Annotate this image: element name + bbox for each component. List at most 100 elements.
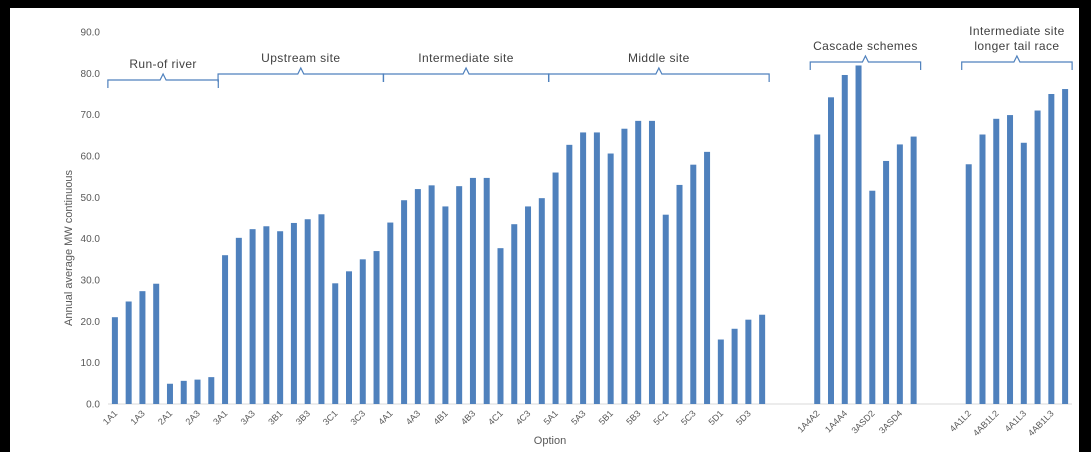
bar-3A1: [222, 255, 229, 404]
bar-3C2: [346, 271, 352, 404]
bar-4A1L2: [965, 164, 972, 404]
x-tick-label: 4A1: [376, 408, 394, 426]
bar-5B1: [607, 153, 614, 404]
bar-5A4: [593, 132, 600, 404]
bar-4A3: [414, 189, 421, 404]
bar-3B3: [304, 219, 311, 404]
y-axis-title: Annual average MW continuous: [63, 170, 75, 326]
y-tick-label: 90.0: [81, 28, 101, 39]
bar-3A3: [249, 229, 256, 404]
x-tick-label: 2A3: [184, 408, 202, 426]
bar-3C4: [373, 251, 380, 404]
x-tick-label: 5D1: [706, 408, 725, 427]
x-tick-label: 1A1: [101, 408, 119, 426]
group-bracket: [547, 66, 770, 82]
x-tick-label: 5A3: [569, 408, 587, 426]
bar-4C1: [497, 248, 504, 404]
bar-4A1L3: [979, 134, 986, 404]
x-tick-label: 4C3: [514, 408, 533, 427]
bar-1A4A4: [841, 74, 848, 405]
x-tick-label: 3A3: [239, 408, 257, 426]
bar-3ASD4: [910, 136, 917, 404]
bar-1A4: [153, 283, 160, 404]
bar-5B3: [635, 120, 642, 405]
x-tick-label: 4C1: [486, 408, 505, 427]
group-label: Intermediate site: [418, 51, 514, 65]
x-tick-label: 2A1: [156, 408, 174, 426]
bar-5D1: [717, 339, 724, 404]
bar-4AB1L2: [993, 118, 1000, 405]
x-axis-title: Option: [534, 435, 566, 447]
group-bracket: [809, 54, 922, 70]
bar-4AB4: [1062, 89, 1069, 404]
bar-2A3: [194, 379, 201, 404]
x-tick-label: 4B1: [431, 408, 449, 426]
bar-4A1L3b: [1020, 142, 1027, 404]
bar-1A3: [139, 291, 146, 404]
x-tick-label: 5C3: [679, 408, 698, 427]
y-tick-label: 10.0: [81, 358, 101, 369]
bar-1A1: [111, 317, 118, 404]
bar-3B4: [318, 214, 325, 404]
x-axis-ticks: 1A1 1A3 2A1 2A3 3A1 3A3 3B1 3B3 3C1 3C3 4A1 4A3 4B1 4…: [101, 408, 1056, 438]
group-label: Run-of river: [129, 57, 196, 71]
y-tick-label: 80.0: [81, 69, 101, 80]
bar-3ASD2: [883, 160, 890, 404]
x-tick-label: 3B3: [294, 408, 312, 426]
x-tick-label: 3C3: [348, 408, 367, 427]
bar-1A2: [125, 301, 132, 404]
x-tick-label: 3ASD2: [849, 408, 876, 435]
x-tick-label: 4A1L2: [948, 408, 973, 433]
bar-5B4: [648, 120, 655, 405]
bars: [111, 65, 1069, 405]
bar-4C2: [511, 224, 518, 404]
y-tick-label: 60.0: [81, 152, 101, 163]
x-tick-label: 5D3: [734, 408, 753, 427]
x-tick-label: 1A4A4: [823, 408, 849, 434]
y-tick-label: 30.0: [81, 276, 101, 287]
bar-1A4A3: [828, 97, 834, 404]
bar-4A1: [387, 222, 394, 404]
x-tick-label: 1A3: [128, 408, 146, 426]
bar-1A4A2: [814, 134, 821, 404]
group-bracket: [107, 72, 219, 88]
group-label: Upstream site: [261, 51, 340, 65]
group-label: Cascade schemes: [813, 39, 918, 53]
bar-5A2: [566, 144, 573, 404]
y-tick-label: 70.0: [81, 110, 101, 121]
group-bracket: [382, 66, 550, 82]
x-tick-label: 5C1: [651, 408, 670, 427]
y-tick-label: 20.0: [81, 317, 101, 328]
bar-4AB3: [1048, 94, 1055, 404]
x-tick-label: 1A4A2: [795, 408, 821, 434]
bar-5D4: [759, 314, 766, 404]
bar-4A2L3: [1034, 110, 1041, 404]
bar-1A4A5: [855, 65, 862, 405]
bar-5C4: [704, 151, 711, 404]
bar-3A4: [263, 226, 270, 404]
bar-3B1: [277, 231, 284, 404]
y-axis-ticks: 0.0 10.0 20.0 30.0 40.0 50.0 60.0 70.0 80.0 90.0: [81, 28, 101, 411]
y-tick-label: 0.0: [86, 400, 100, 411]
group-label: Intermediate site longer tail race: [969, 24, 1065, 53]
x-tick-label: 3ASD4: [877, 408, 904, 435]
bar-3C3: [359, 259, 366, 404]
x-tick-label: 5B3: [624, 408, 642, 426]
x-tick-label: 4B3: [459, 408, 477, 426]
x-tick-label: 5A1: [542, 408, 560, 426]
bar-4A4: [428, 185, 435, 404]
x-tick-label: 4A3: [404, 408, 422, 426]
x-tick-label: 4AB1L2: [971, 408, 1001, 438]
y-tick-label: 50.0: [81, 193, 101, 204]
bar-2A4: [208, 377, 215, 404]
bar-4B1: [442, 206, 449, 404]
bar-5A3: [580, 132, 587, 404]
x-tick-label: 3C1: [321, 408, 340, 427]
chart-frame: 0.0 10.0 20.0 30.0 40.0 50.0 60.0 70.0 80.0 90.0 …: [10, 8, 1079, 452]
bar-5D3: [745, 319, 752, 404]
bar-3A2: [235, 237, 242, 404]
bar-4B3: [469, 177, 476, 404]
bar-3C1: [332, 283, 339, 404]
group-brackets: Run-of river Upstream site Intermediate si…: [107, 24, 1073, 88]
bar-4AB1L3: [1007, 115, 1014, 404]
